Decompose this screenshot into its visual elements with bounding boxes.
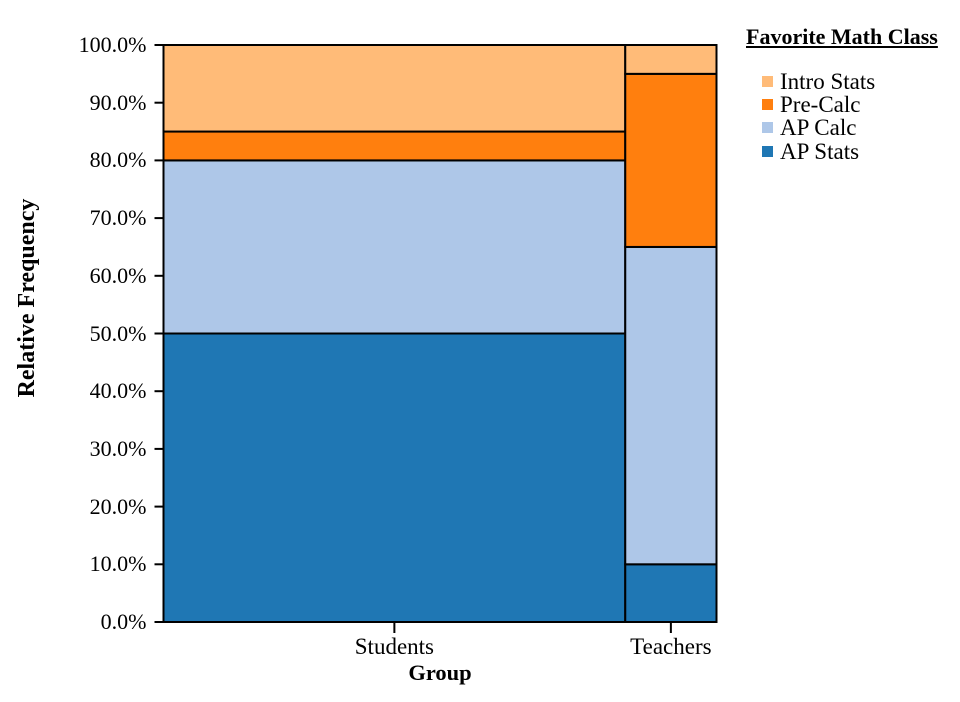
- bar-segment-students-pre-calc: [162, 130, 627, 162]
- bar-segment-teachers-ap-calc: [624, 245, 718, 566]
- y-tick-label: 20.0%: [89, 493, 147, 519]
- y-tick-label: 90.0%: [89, 89, 147, 115]
- legend-item-ap-stats: AP Stats: [746, 140, 938, 163]
- legend-item-ap-calc: AP Calc: [746, 116, 938, 139]
- y-axis-title: Relative Frequency: [14, 198, 40, 398]
- y-tick-label: 70.0%: [89, 205, 147, 231]
- bar-segment-teachers-intro-stats: [624, 44, 718, 75]
- legend-item-pre-calc: Pre-Calc: [746, 93, 938, 116]
- legend: Favorite Math Class Intro Stats Pre-Calc A…: [746, 26, 938, 163]
- legend-item-label: AP Calc: [780, 115, 857, 141]
- y-tick-label: 10.0%: [89, 551, 147, 577]
- bar-segment-students-ap-calc: [162, 159, 627, 335]
- x-tick-label-students: Students: [354, 634, 434, 660]
- legend-item-label: AP Stats: [780, 138, 860, 164]
- bar-segment-teachers-ap-stats: [624, 563, 718, 623]
- legend-swatch-icon: [762, 145, 773, 157]
- x-axis-title: Group: [408, 659, 472, 685]
- legend-item-label: Intro Stats: [780, 69, 876, 95]
- y-tick-label: 60.0%: [89, 262, 147, 288]
- bar-segment-students-intro-stats: [162, 44, 627, 133]
- legend-swatch-icon: [762, 99, 773, 111]
- y-tick-label: 0.0%: [100, 609, 147, 634]
- bar-segment-teachers-pre-calc: [624, 72, 718, 248]
- y-tick-label: 80.0%: [89, 147, 147, 173]
- legend-swatch-icon: [762, 122, 773, 134]
- y-tick-label: 100.0%: [78, 32, 147, 57]
- y-tick-label: 30.0%: [89, 435, 147, 461]
- legend-item-label: Pre-Calc: [780, 92, 861, 118]
- legend-item-intro-stats: Intro Stats: [746, 70, 938, 93]
- legend-title: Favorite Math Class: [746, 24, 938, 49]
- bar-segment-students-ap-stats: [162, 332, 627, 623]
- legend-swatch-icon: [762, 76, 773, 88]
- y-tick-label: 40.0%: [89, 378, 147, 404]
- y-tick-label: 50.0%: [89, 320, 147, 346]
- x-tick-label-teachers: Teachers: [630, 634, 712, 660]
- legend-items: Intro Stats Pre-Calc AP Calc AP Stats: [746, 70, 938, 163]
